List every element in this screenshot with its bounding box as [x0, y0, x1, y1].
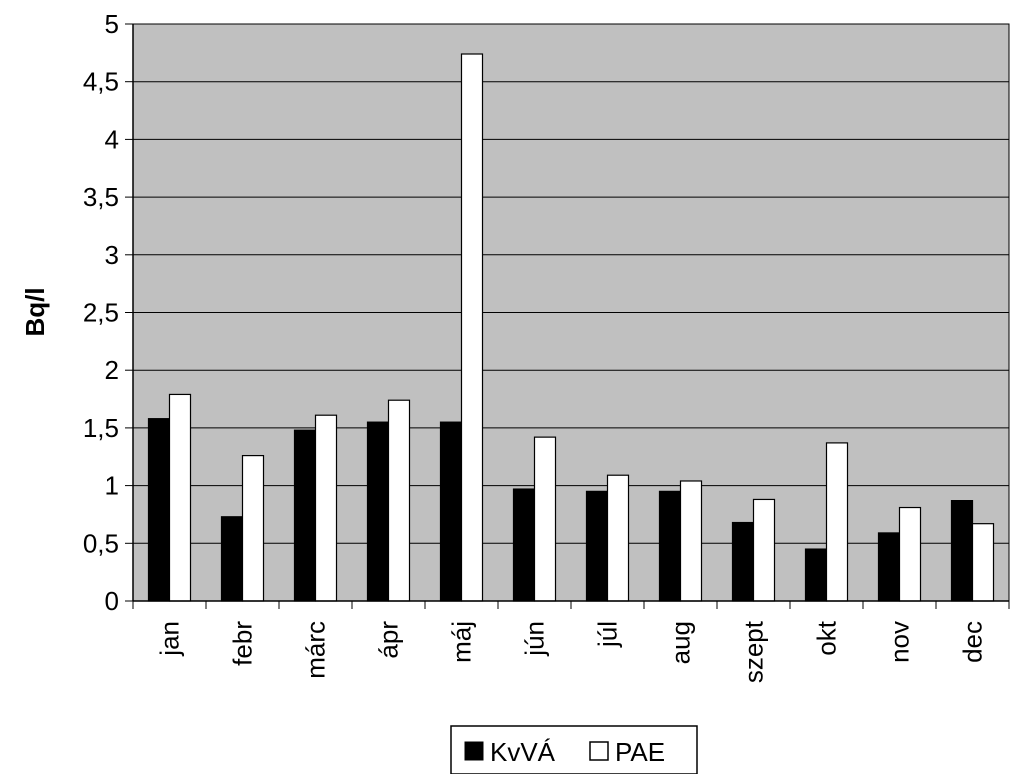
legend-label-pae: PAE: [615, 737, 665, 767]
x-category-label: júl: [593, 621, 623, 648]
y-tick-label: 5: [105, 9, 119, 39]
axes: 0 0,5 1 1,5 2 2,5 3 3,5 4 4,5 5 jan febr márc ápr máj jú…: [83, 9, 1010, 683]
x-category-label: jan: [155, 621, 185, 657]
y-tick-label: 1: [105, 471, 119, 501]
y-tick-label: 4,5: [83, 67, 119, 97]
y-tick-label: 1,5: [83, 413, 119, 443]
y-tick-label: 0: [105, 586, 119, 616]
bar-pae: [606, 474, 630, 602]
x-category-label: ápr: [374, 621, 404, 659]
bar-kvva: [366, 421, 390, 602]
x-category-label: jún: [520, 621, 550, 657]
x-category-label: aug: [666, 621, 696, 664]
y-tick-label: 4: [105, 124, 119, 154]
x-category-label: máj: [447, 621, 477, 663]
x-category-label: nov: [885, 621, 915, 663]
bars: [147, 53, 995, 602]
bar-pae: [460, 53, 484, 602]
bar-kvva: [220, 516, 244, 602]
bar-pae: [679, 480, 703, 602]
bar-pae: [168, 393, 192, 602]
bar-pae: [898, 506, 922, 602]
y-tick-label: 3: [105, 240, 119, 270]
bar-kvva: [585, 490, 609, 602]
y-tick-label: 0,5: [83, 528, 119, 558]
legend-swatch-kvva: [464, 741, 484, 761]
x-category-label: dec: [958, 621, 988, 663]
x-category-label: márc: [301, 621, 331, 679]
y-tick-label: 3,5: [83, 182, 119, 212]
y-tick-label: 2,5: [83, 298, 119, 328]
bar-kvva: [439, 421, 463, 602]
bar-kvva: [950, 500, 974, 602]
bar-pae: [825, 442, 849, 602]
x-category-label: okt: [812, 620, 842, 655]
bar-kvva: [731, 521, 755, 602]
bar-pae: [387, 399, 411, 602]
bar-kvva: [658, 490, 682, 602]
bar-pae: [241, 454, 265, 602]
x-category-label: szept: [739, 620, 769, 683]
bar-kvva: [293, 429, 317, 602]
legend-swatch-pae: [589, 741, 609, 761]
gridlines: [133, 23, 1009, 544]
bar-pae: [971, 523, 995, 602]
y-tick-label: 2: [105, 355, 119, 385]
bar-kvva: [804, 548, 828, 602]
bar-kvva: [512, 488, 536, 602]
bar-kvva: [147, 418, 171, 602]
bar-pae: [533, 436, 557, 602]
legend-label-kvva: KvVÁ: [490, 737, 556, 767]
bar-pae: [752, 498, 776, 602]
bar-pae: [314, 414, 338, 602]
legend: KvVÁ PAE: [450, 725, 698, 775]
bar-kvva: [877, 532, 901, 602]
y-axis-title: Bq/l: [20, 287, 50, 336]
x-category-label: febr: [228, 621, 258, 666]
